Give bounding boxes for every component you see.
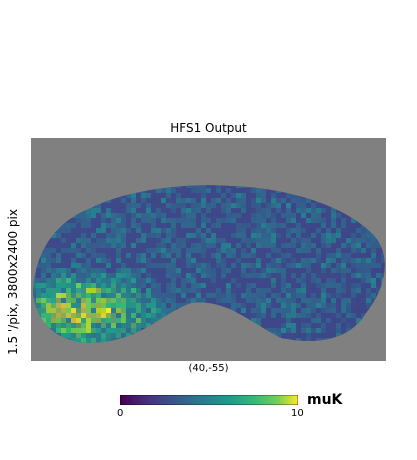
y-axis-label: 1.5 '/pix, 3800x2400 pix: [6, 162, 22, 402]
sky-map: [31, 138, 386, 361]
colorbar-min-label: 0: [117, 408, 123, 419]
chart-title: HFS1 Output: [31, 121, 386, 135]
colorbar-unit: muK: [307, 392, 342, 408]
colorbar: [120, 395, 298, 405]
map-center-label: (40,-55): [31, 363, 386, 374]
colorbar-max-label: 10: [291, 408, 304, 419]
